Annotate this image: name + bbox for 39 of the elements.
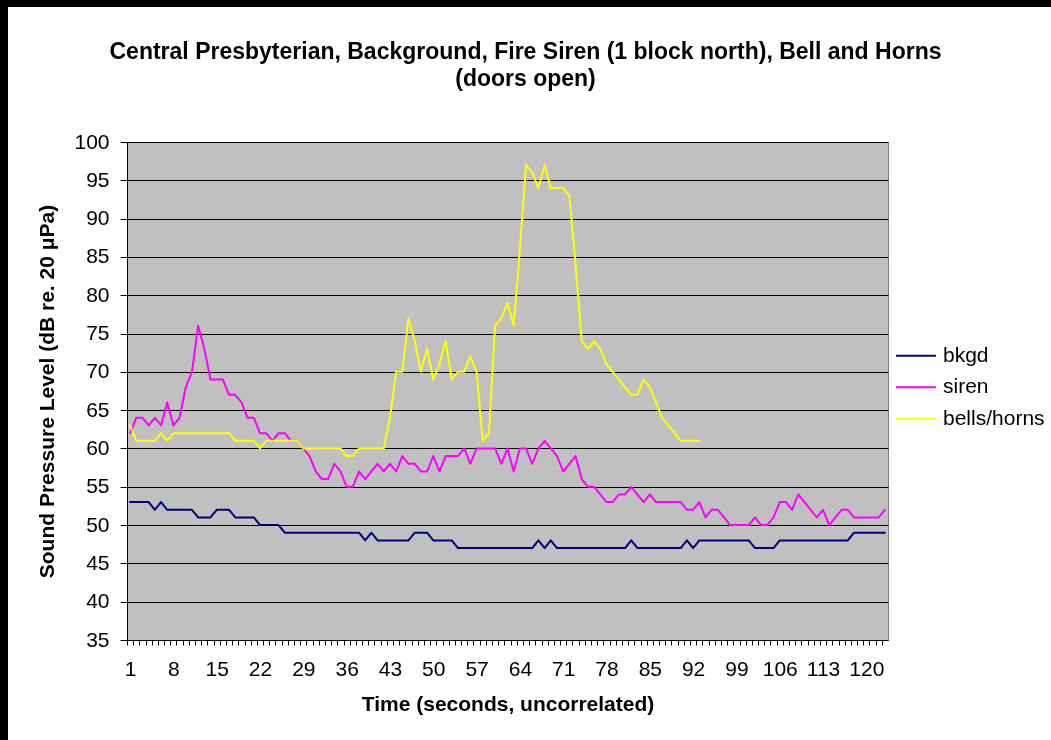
y-tick-label: 55 [86,474,110,498]
legend-label: bells/horns [943,405,1045,429]
x-tick-label: 113 [806,656,841,680]
y-tick-label: 60 [86,435,110,459]
x-tick-label: 78 [595,656,619,680]
x-tick-label: 64 [508,656,533,680]
x-tick-label: 85 [638,656,662,680]
x-tick-label: 106 [762,656,798,680]
y-tick-label: 95 [86,167,110,191]
y-tick-label: 45 [86,550,110,574]
x-tick-label: 57 [465,656,489,680]
y-tick-label: 85 [86,244,110,268]
y-tick-label: 70 [86,359,110,383]
legend-label: siren [943,374,989,398]
legend-label: bkgd [943,342,989,366]
y-tick-label: 40 [86,589,110,613]
line-series [129,163,701,458]
x-tick-label: 92 [681,656,706,680]
x-tick-label: 15 [205,656,229,680]
y-tick-label: 35 [86,627,110,651]
x-axis-title: Time (seconds, uncorrelated) [361,691,655,715]
y-axis-title: Sound Pressure Level (dB re. 20 μPa) [35,204,59,579]
y-tick-label: 100 [74,129,110,153]
x-tick-label: 43 [378,656,403,680]
x-tick-label: 22 [248,656,273,680]
y-tick-label: 65 [86,397,110,421]
x-tick-label: 120 [849,656,885,680]
x-tick-label: 36 [335,656,359,680]
x-tick-label: 8 [168,656,180,680]
y-tick-label: 90 [86,206,110,230]
x-tick-label: 99 [725,656,749,680]
x-tick-label: 29 [292,656,316,680]
x-tick-label: 1 [124,656,137,680]
y-tick-label: 75 [86,321,110,345]
chart-title: Central Presbyterian, Background, Fire Siren (1 block north), Bell and Horns (doors open) [109,38,942,91]
x-tick-label: 50 [422,656,446,680]
y-tick-label: 50 [86,512,110,536]
x-tick-label: 71 [552,656,576,680]
y-tick-label: 80 [86,282,110,306]
